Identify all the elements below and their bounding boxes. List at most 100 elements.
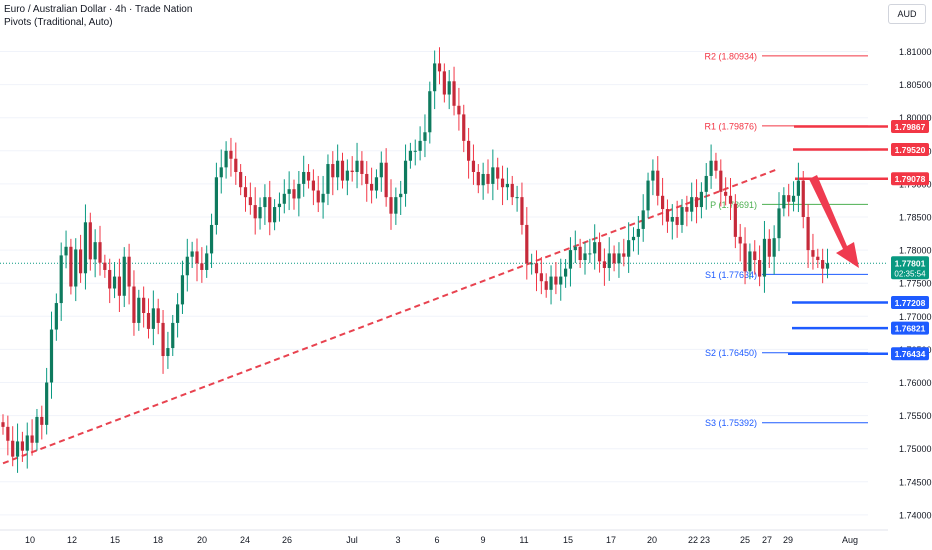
candle-body <box>816 256 820 261</box>
candle-body <box>234 158 238 172</box>
candle <box>127 243 131 305</box>
candle <box>748 243 752 280</box>
candle-body <box>311 180 315 191</box>
candle-body <box>452 81 456 106</box>
candle <box>35 408 39 451</box>
candle <box>360 151 364 186</box>
candle <box>311 169 315 206</box>
candle-body <box>617 253 621 264</box>
candle <box>612 245 616 272</box>
candle <box>806 204 810 268</box>
candle <box>530 253 534 275</box>
candle <box>292 179 296 210</box>
candle-body <box>714 160 718 171</box>
candle-body <box>171 322 175 349</box>
candle <box>564 259 568 288</box>
candle-body <box>471 160 476 172</box>
candle-body <box>243 187 248 198</box>
candle-body <box>573 246 577 251</box>
candle-body <box>142 297 146 313</box>
tag-support-2-text: 1.76821 <box>895 323 926 333</box>
candle-body <box>214 177 218 225</box>
price-axis-label: 1.77500 <box>899 279 932 289</box>
candle <box>350 156 354 182</box>
candle <box>83 204 88 290</box>
candle-body <box>690 197 694 212</box>
candle <box>520 182 524 235</box>
candle <box>69 238 73 295</box>
candle-body <box>597 242 602 262</box>
candle <box>180 260 185 314</box>
candle <box>219 149 223 194</box>
pivot-label: P (1.78691) <box>710 200 757 210</box>
candle-body <box>302 171 306 184</box>
time-axis-label: 9 <box>480 535 485 545</box>
candle <box>656 156 660 206</box>
candle-body <box>670 217 674 222</box>
candle <box>273 199 277 231</box>
candle <box>544 273 548 298</box>
candle-body <box>510 183 514 198</box>
bearish-arrow <box>809 175 859 268</box>
candle-body <box>394 197 398 214</box>
time-axis-label: 6 <box>434 535 439 545</box>
pivot-label: R2 (1.80934) <box>704 51 757 61</box>
candle <box>282 179 286 214</box>
candle <box>758 245 762 287</box>
candle <box>20 431 24 462</box>
candle <box>476 164 480 194</box>
candle-body <box>408 150 412 161</box>
candle-body <box>224 150 228 168</box>
candle-body <box>200 263 204 270</box>
candle <box>825 248 830 279</box>
candle <box>588 238 592 264</box>
candle <box>549 265 553 305</box>
time-axis-label: 12 <box>67 535 77 545</box>
candle-body <box>399 193 403 198</box>
candle-body <box>777 208 781 239</box>
candle-body <box>297 183 301 199</box>
price-axis-label: 1.75000 <box>899 444 932 454</box>
currency-button[interactable]: AUD <box>888 4 926 24</box>
candle-body <box>728 195 733 204</box>
candle-body <box>675 217 679 225</box>
price-axis-label: 1.81000 <box>899 47 932 57</box>
symbol-title: Euro / Australian Dollar · 4h · Trade Na… <box>4 4 193 15</box>
candle-body <box>336 160 340 178</box>
candle-body <box>685 207 689 212</box>
time-axis-label: 11 <box>519 535 528 545</box>
candle <box>496 157 500 190</box>
candle-body <box>447 81 451 95</box>
candle-body <box>190 251 194 257</box>
time-axis-label: 15 <box>110 535 120 545</box>
candle <box>40 405 44 440</box>
candle <box>384 148 388 207</box>
time-axis-label: 17 <box>606 535 616 545</box>
candle <box>365 161 369 202</box>
candle-body <box>268 197 272 223</box>
candle <box>306 164 311 189</box>
candle-body <box>20 441 24 451</box>
candle <box>719 159 723 207</box>
candle <box>176 293 180 338</box>
indicator-label[interactable]: Pivots (Traditional, Auto) <box>4 17 113 28</box>
candle-body <box>496 167 500 179</box>
candle-body <box>59 255 63 304</box>
candle <box>15 423 20 473</box>
candle-body <box>209 224 214 254</box>
candle <box>205 245 209 278</box>
candle-body <box>229 150 233 159</box>
candle <box>452 66 456 116</box>
candle-body <box>505 183 509 188</box>
candle-body <box>651 170 655 181</box>
candle-body <box>108 269 112 289</box>
candle <box>738 223 742 262</box>
tag-support-2-bg <box>891 321 929 335</box>
time-axis-label: 15 <box>563 535 573 545</box>
candle-body <box>331 164 335 178</box>
candle-body <box>806 217 810 251</box>
candle <box>578 238 582 268</box>
candle-body <box>292 189 296 199</box>
